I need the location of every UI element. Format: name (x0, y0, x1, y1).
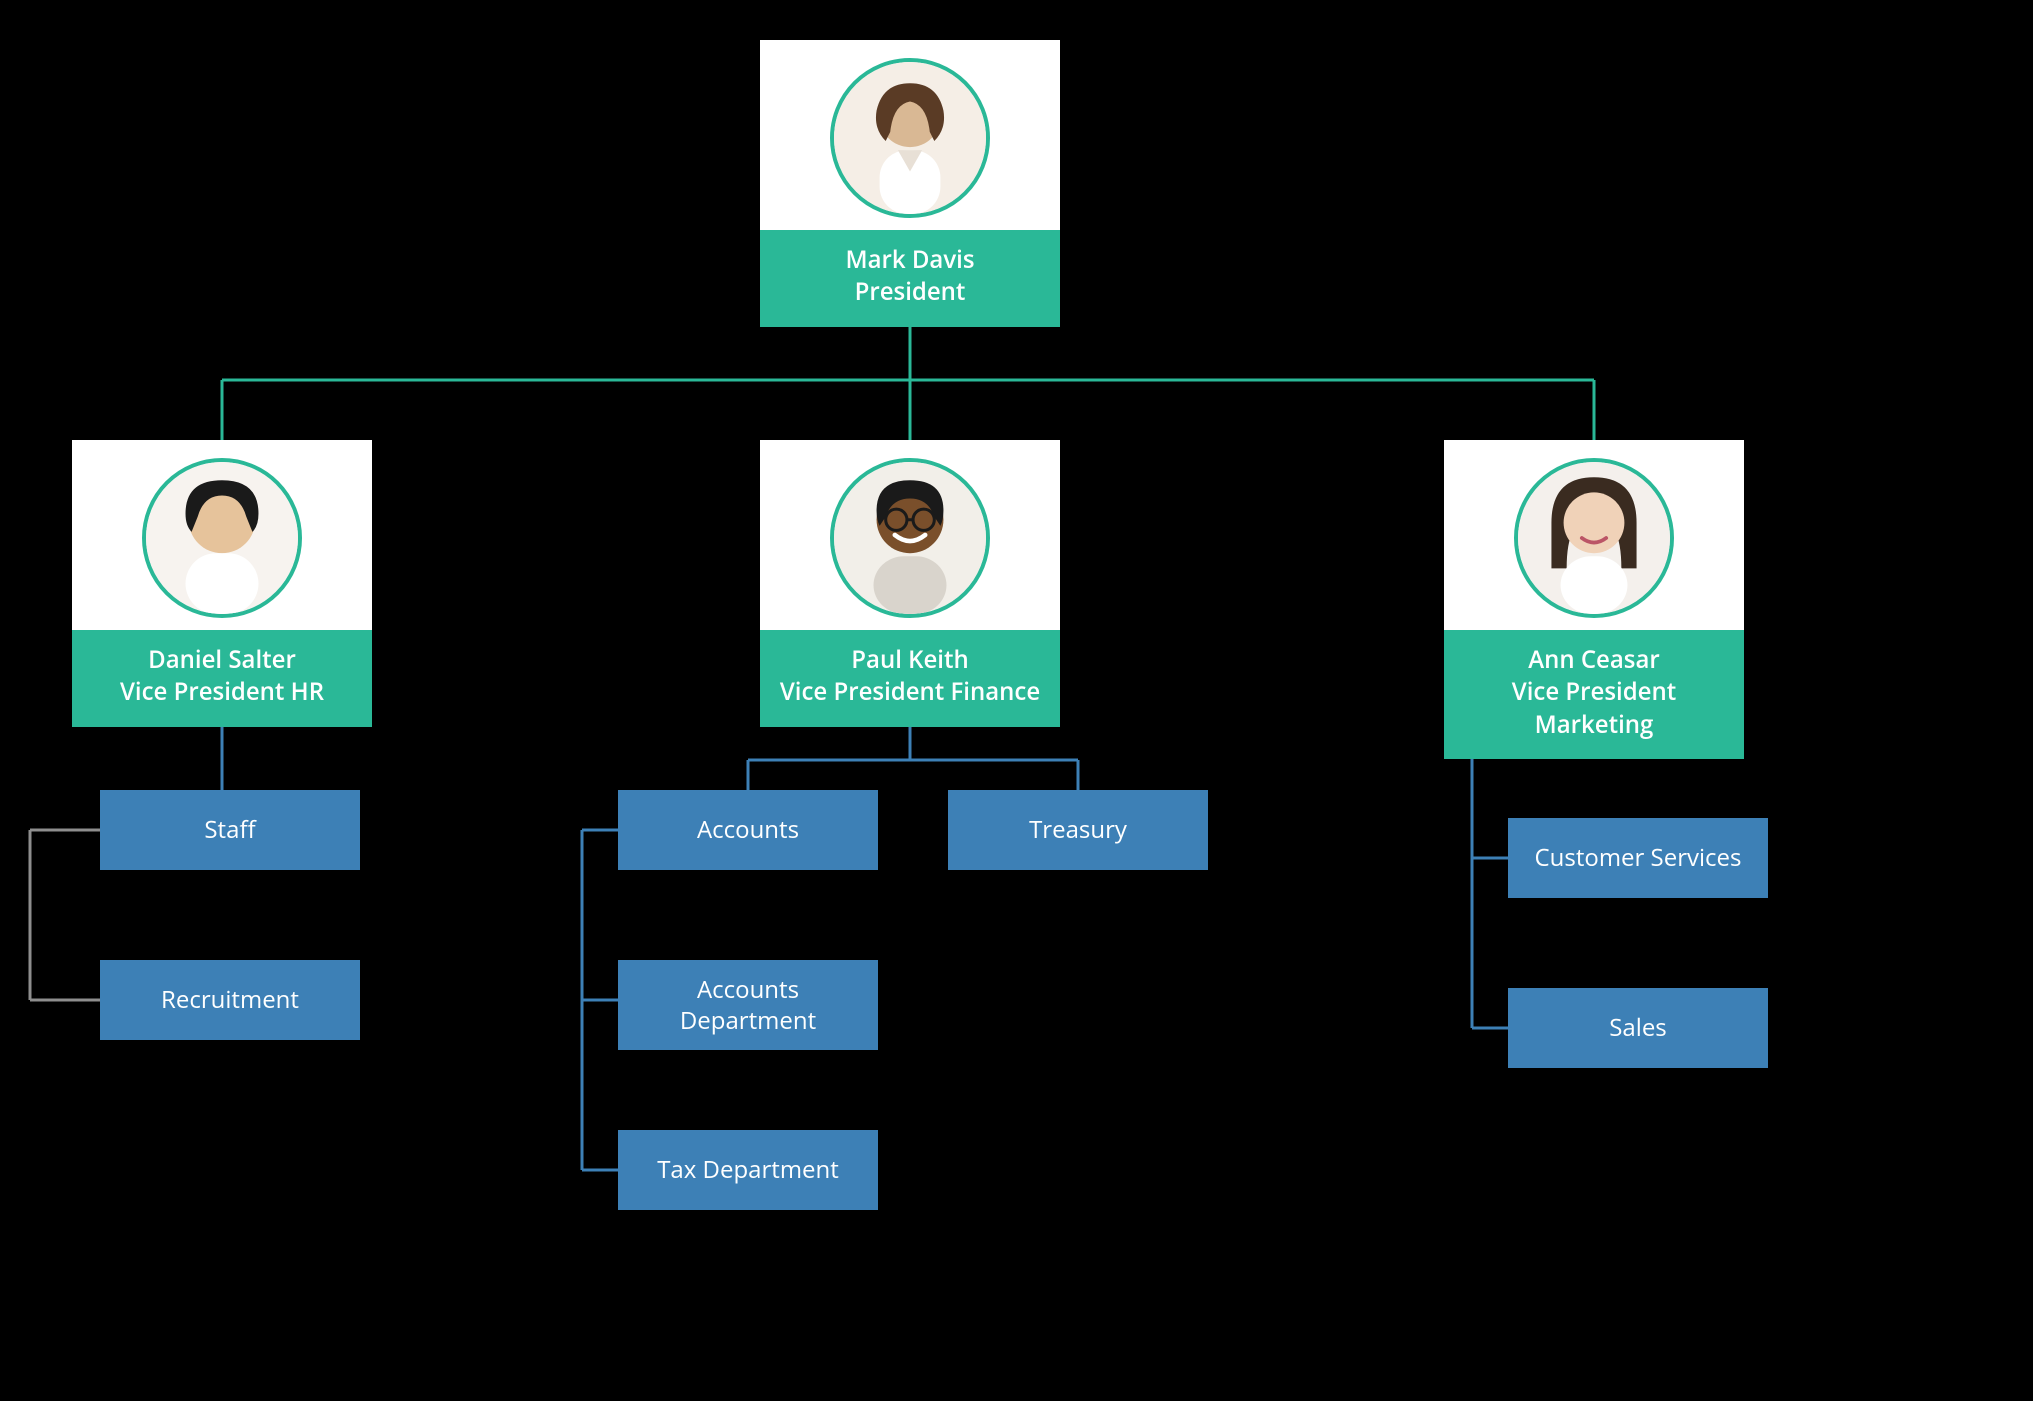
avatar-placeholder-icon (834, 462, 986, 614)
dept-tax-department: Tax Department (618, 1130, 878, 1210)
dept-accounts-department: Accounts Department (618, 960, 878, 1050)
avatar-wrap (760, 40, 1060, 230)
avatar-wrap (72, 440, 372, 630)
org-chart: Mark Davis President Daniel Salter Vice … (0, 0, 2033, 1401)
card-vp-hr: Daniel Salter Vice President HR (72, 440, 372, 727)
avatar-placeholder-icon (834, 62, 986, 214)
card-label: Daniel Salter Vice President HR (72, 630, 372, 727)
dept-staff: Staff (100, 790, 360, 870)
person-name: Daniel Salter (82, 644, 362, 676)
person-title: Vice President Marketing (1454, 676, 1734, 741)
person-title: President (770, 276, 1050, 308)
avatar-wrap (1444, 440, 1744, 630)
dept-label: Accounts (697, 814, 799, 845)
dept-label: Treasury (1029, 814, 1127, 845)
dept-treasury: Treasury (948, 790, 1208, 870)
person-name: Paul Keith (770, 644, 1050, 676)
dept-label: Sales (1609, 1012, 1666, 1043)
avatar (830, 58, 990, 218)
avatar (142, 458, 302, 618)
card-president: Mark Davis President (760, 40, 1060, 327)
card-label: Mark Davis President (760, 230, 1060, 327)
card-vp-finance: Paul Keith Vice President Finance (760, 440, 1060, 727)
person-title: Vice President Finance (770, 676, 1050, 708)
person-name: Mark Davis (770, 244, 1050, 276)
person-name: Ann Ceasar (1454, 644, 1734, 676)
card-vp-marketing: Ann Ceasar Vice President Marketing (1444, 440, 1744, 759)
dept-sales: Sales (1508, 988, 1768, 1068)
avatar-placeholder-icon (1518, 462, 1670, 614)
dept-label: Tax Department (657, 1154, 839, 1185)
card-label: Ann Ceasar Vice President Marketing (1444, 630, 1744, 759)
dept-customer-services: Customer Services (1508, 818, 1768, 898)
dept-recruitment: Recruitment (100, 960, 360, 1040)
dept-label: Staff (204, 814, 255, 845)
dept-label: Accounts Department (630, 974, 866, 1036)
card-label: Paul Keith Vice President Finance (760, 630, 1060, 727)
avatar (1514, 458, 1674, 618)
dept-label: Recruitment (161, 984, 299, 1015)
avatar-wrap (760, 440, 1060, 630)
dept-accounts: Accounts (618, 790, 878, 870)
avatar (830, 458, 990, 618)
person-title: Vice President HR (82, 676, 362, 708)
avatar-placeholder-icon (146, 462, 298, 614)
dept-label: Customer Services (1535, 842, 1742, 873)
